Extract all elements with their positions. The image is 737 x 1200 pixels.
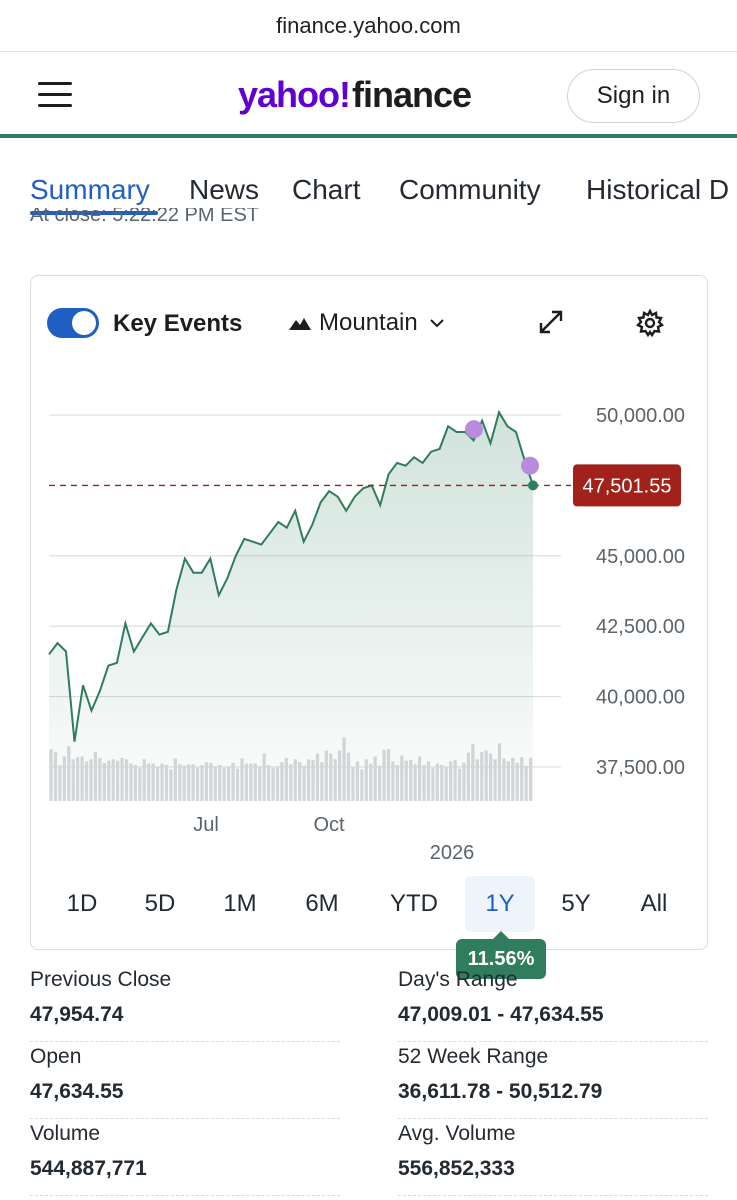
yahoo-finance-logo[interactable]: yahoo! finance	[238, 74, 472, 116]
stat-label: Open	[30, 1045, 82, 1068]
stat-value: 47,009.01 - 47,634.55	[398, 1003, 604, 1026]
x-axis-tick-label: Oct	[313, 814, 345, 836]
chart-type-label: Mountain	[319, 309, 418, 336]
menu-icon[interactable]	[38, 82, 72, 108]
y-axis-tick-label: 40,000.00	[596, 687, 685, 709]
stat-52-week-range: 52 Week Range 36,611.78 - 50,512.79	[398, 1045, 708, 1121]
at-close-time: At close: 5:22:22 PM EST	[30, 208, 259, 226]
stat-label: 52 Week Range	[398, 1045, 549, 1068]
stat-label: Avg. Volume	[398, 1122, 516, 1145]
range-5d[interactable]: 5D	[144, 890, 176, 917]
range-1m[interactable]: 1M	[223, 890, 257, 917]
tab-historical-data[interactable]: Historical D	[586, 174, 730, 205]
range-1d[interactable]: 1D	[66, 890, 98, 917]
key-event-marker	[465, 420, 483, 439]
chevron-down-icon	[430, 318, 444, 327]
chart-type-dropdown[interactable]: Mountain	[289, 309, 444, 337]
key-events-toggle[interactable]	[47, 308, 99, 338]
gear-icon[interactable]	[635, 308, 665, 338]
header-divider	[0, 134, 737, 138]
current-price-dot	[528, 480, 538, 491]
tab-chart[interactable]: Chart	[292, 174, 361, 205]
tab-summary[interactable]: Summary	[30, 174, 150, 205]
stat-value: 47,954.74	[30, 1003, 124, 1026]
stat-label: Volume	[30, 1122, 101, 1145]
range-selector: 1D 5D 1M 6M YTD 1Y 5Y All	[31, 876, 709, 932]
logo-finance: finance	[352, 74, 472, 115]
current-price-label: 47,501.55	[583, 475, 672, 497]
sign-in-button[interactable]: Sign in	[567, 69, 700, 123]
y-axis-tick-label: 50,000.00	[596, 405, 685, 427]
active-tab-indicator	[30, 211, 158, 215]
range-6m[interactable]: 6M	[305, 890, 339, 917]
key-events-label: Key Events	[113, 310, 243, 337]
stat-value: 47,634.55	[30, 1080, 124, 1103]
x-axis-tick-label: 2026	[430, 842, 475, 864]
expand-icon[interactable]	[537, 308, 565, 336]
stat-avg-volume: Avg. Volume 556,852,333	[398, 1122, 708, 1198]
y-axis-tick-label: 45,000.00	[596, 546, 685, 568]
url-text: finance.yahoo.com	[276, 12, 461, 38]
price-line	[48, 409, 534, 742]
stat-value: 544,887,771	[30, 1157, 147, 1180]
stat-label: Previous Close	[30, 968, 172, 991]
range-ytd[interactable]: YTD	[390, 890, 438, 917]
stat-days-range: Day's Range 47,009.01 - 47,634.55	[398, 968, 708, 1044]
stat-label: Day's Range	[398, 968, 518, 991]
tab-community[interactable]: Community	[399, 174, 541, 205]
key-event-marker	[521, 456, 539, 475]
y-axis-tick-label: 42,500.00	[596, 616, 685, 638]
stat-volume: Volume 544,887,771	[30, 1122, 340, 1198]
logo-yahoo: yahoo!	[238, 74, 351, 115]
range-1y[interactable]: 1Y	[465, 876, 535, 932]
stat-value: 556,852,333	[398, 1157, 515, 1180]
quote-tabs: Summary News Chart Community Historical …	[0, 166, 737, 220]
change-percent-badge: 11.56%	[456, 931, 546, 979]
price-area	[49, 412, 533, 801]
x-axis-tick-label: Jul	[193, 814, 219, 836]
browser-url-bar[interactable]: finance.yahoo.com	[0, 0, 737, 52]
chart-card: Key Events Mountain 50,000.00 45,000.00 42…	[30, 275, 709, 979]
stat-open: Open 47,634.55	[30, 1045, 340, 1121]
stat-value: 36,611.78 - 50,512.79	[398, 1080, 603, 1103]
stat-previous-close: Previous Close 47,954.74	[30, 968, 340, 1044]
tab-news[interactable]: News	[189, 174, 260, 205]
y-axis-tick-label: 37,500.00	[596, 757, 685, 779]
mountain-icon	[289, 318, 311, 330]
price-chart[interactable]: 50,000.00 45,000.00 42,500.00 40,000.00 37,5…	[31, 276, 709, 876]
range-5y[interactable]: 5Y	[561, 890, 591, 917]
range-all[interactable]: All	[640, 890, 668, 917]
current-price-tag	[573, 464, 681, 507]
site-header: yahoo! finance Sign in	[0, 52, 737, 134]
